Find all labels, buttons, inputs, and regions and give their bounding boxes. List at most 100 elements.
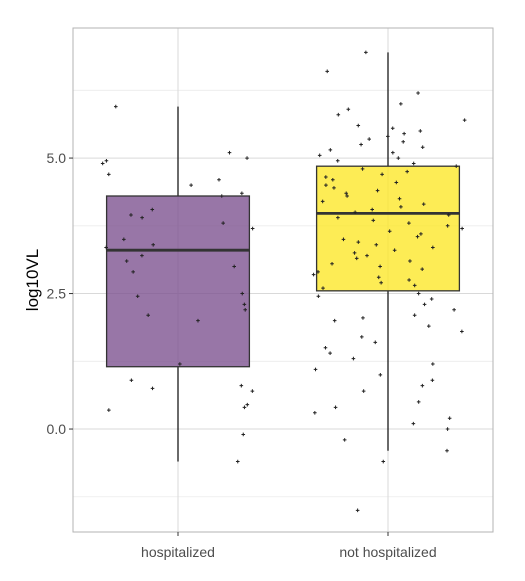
jitter-point: [250, 226, 255, 231]
jitter-point: [335, 158, 340, 163]
jitter-point: [129, 213, 133, 217]
jitter-point: [323, 345, 328, 350]
jitter-point: [107, 408, 111, 412]
jitter-point: [419, 232, 423, 236]
jitter-point: [373, 340, 378, 345]
jitter-point: [344, 191, 349, 196]
jitter-point: [331, 177, 335, 182]
jitter-point: [336, 215, 340, 220]
jitter-point: [178, 362, 182, 366]
jitter-point: [328, 351, 332, 355]
jitter-point: [359, 142, 363, 147]
jitter-point: [360, 167, 365, 171]
jitter-point: [399, 102, 403, 106]
jitter-point: [431, 362, 435, 366]
jitter-point: [376, 275, 381, 280]
jitter-point: [240, 291, 245, 296]
y-tick-label: 5.0: [47, 150, 67, 166]
jitter-point: [429, 297, 434, 301]
jitter-point: [100, 161, 105, 166]
jitter-point: [365, 253, 369, 258]
jitter-point: [420, 145, 425, 150]
jitter-point: [420, 267, 424, 271]
jitter-point: [445, 448, 449, 453]
jitter-point: [320, 199, 325, 204]
jitter-point: [405, 169, 409, 174]
jitter-point: [316, 270, 320, 274]
jitter-point: [316, 294, 321, 299]
jitter-point: [325, 69, 330, 74]
jitter-point: [241, 432, 246, 437]
jitter-point: [317, 153, 322, 158]
y-tick-label: 2.5: [47, 286, 67, 302]
jitter-point: [342, 438, 347, 442]
box: [315, 165, 461, 292]
jitter-point: [402, 131, 406, 136]
jitter-point: [346, 107, 351, 112]
jitter-point: [122, 237, 126, 242]
jitter-point: [445, 427, 450, 431]
jitter-point: [124, 259, 129, 263]
jitter-point: [243, 308, 248, 312]
jitter-point: [397, 196, 402, 201]
jitter-point: [418, 129, 423, 133]
jitter-point: [422, 302, 427, 307]
jitter-point: [370, 207, 374, 212]
jitter-point: [399, 205, 403, 209]
jitter-point: [245, 156, 249, 160]
jitter-point: [390, 126, 395, 131]
jitter-point: [415, 234, 420, 239]
jitter-point: [311, 272, 316, 277]
jitter-point: [140, 253, 144, 258]
jitter-point: [189, 183, 193, 187]
jitter-point: [381, 459, 386, 464]
jitter-point: [420, 383, 425, 388]
jitter-point: [431, 245, 435, 250]
jitter-points-layer: [100, 50, 467, 513]
jitter-point: [394, 180, 399, 185]
jitter-point: [460, 226, 464, 231]
jitter-point: [452, 308, 456, 312]
jitter-point: [408, 259, 412, 263]
jitter-point: [131, 270, 135, 274]
y-axis-title: log10VL: [23, 249, 42, 311]
jitter-point: [421, 202, 426, 206]
jitter-point: [378, 264, 382, 269]
jitter-point: [426, 324, 431, 328]
jitter-point: [371, 218, 376, 223]
jitter-point: [462, 118, 467, 122]
x-tick-label: hospitalized: [141, 544, 215, 560]
jitter-point: [352, 251, 357, 255]
plot-panel-border: [72, 27, 494, 533]
jitter-point: [129, 378, 134, 383]
jitter-point: [113, 104, 118, 109]
jitter-point: [445, 224, 450, 228]
jitter-point: [454, 164, 459, 168]
jitter-point: [196, 318, 200, 323]
jitter-point: [411, 161, 416, 166]
jitter-point: [387, 229, 392, 234]
y-axis-ticks: 0.0 2.5 5.0: [47, 150, 73, 437]
jitter-point: [332, 318, 337, 323]
jitter-point: [396, 156, 401, 160]
jitter-point: [379, 280, 383, 285]
jitter-point: [416, 291, 421, 296]
jitter-point: [378, 373, 383, 377]
jitter-point: [386, 134, 390, 139]
jitter-point: [217, 177, 221, 182]
jitter-point: [232, 264, 236, 269]
jitter-point: [151, 242, 155, 247]
jitter-point: [239, 383, 244, 388]
jitter-point: [341, 237, 346, 242]
jitter-point: [106, 172, 111, 177]
jitter-point: [407, 278, 411, 282]
box: [105, 195, 251, 368]
jitter-point: [447, 416, 452, 420]
jitter-point: [140, 215, 144, 220]
jitter-point: [375, 188, 380, 193]
jitter-point: [321, 286, 325, 290]
jitter-point: [324, 175, 328, 179]
jitter-point: [416, 91, 420, 95]
jitter-point: [407, 221, 411, 225]
